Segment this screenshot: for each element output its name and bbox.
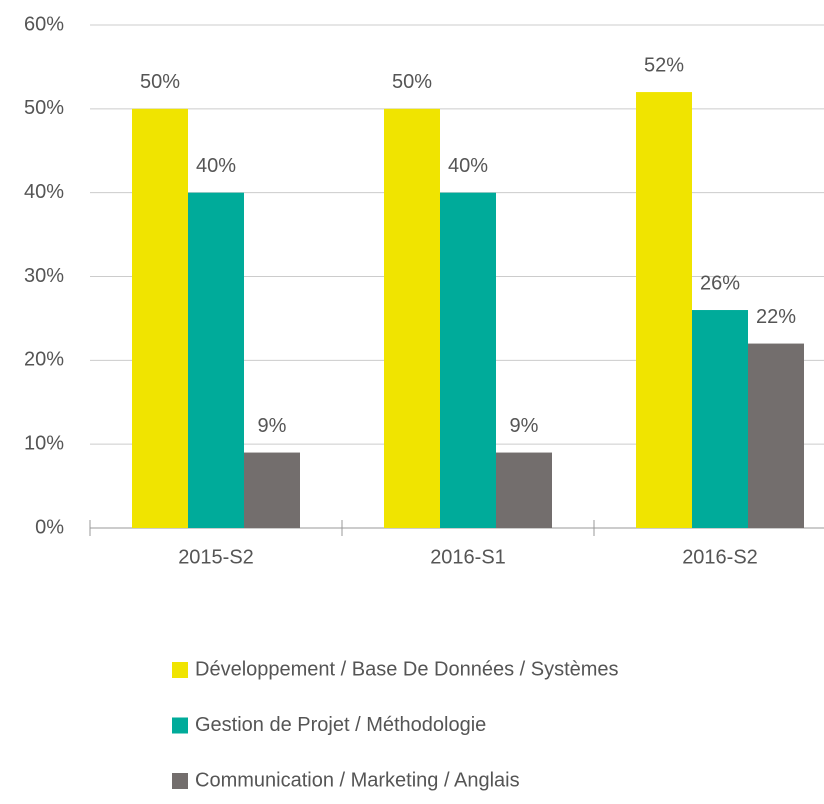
y-tick-label: 60% <box>24 13 64 35</box>
x-tick-label: 2015-S2 <box>178 546 254 568</box>
y-tick-label: 0% <box>35 516 64 538</box>
bar <box>692 310 748 528</box>
y-tick-label: 10% <box>24 432 64 454</box>
y-tick-label: 30% <box>24 265 64 287</box>
value-label: 26% <box>700 272 740 294</box>
legend-swatch <box>172 662 188 678</box>
y-tick-label: 40% <box>24 181 64 203</box>
value-label: 50% <box>140 71 180 93</box>
bar <box>636 92 692 529</box>
bar <box>188 192 244 528</box>
legend-swatch <box>172 773 188 789</box>
value-label: 52% <box>644 54 684 76</box>
bar <box>440 192 496 528</box>
value-label: 40% <box>196 155 236 177</box>
bar <box>244 452 300 528</box>
bar <box>132 108 188 528</box>
value-label: 40% <box>448 155 488 177</box>
y-tick-label: 50% <box>24 97 64 119</box>
value-label: 50% <box>392 71 432 93</box>
value-label: 9% <box>510 415 539 437</box>
x-tick-label: 2016-S2 <box>682 546 758 568</box>
bar <box>496 452 552 528</box>
value-label: 22% <box>756 306 796 328</box>
y-tick-label: 20% <box>24 349 64 371</box>
value-label: 9% <box>258 415 287 437</box>
legend-label: Communication / Marketing / Anglais <box>195 769 520 791</box>
legend-label: Développement / Base De Données / Systèm… <box>195 658 619 680</box>
bar <box>384 108 440 528</box>
bar <box>748 343 804 528</box>
legend-swatch <box>172 717 188 734</box>
x-tick-label: 2016-S1 <box>430 546 506 568</box>
legend-label: Gestion de Projet / Méthodologie <box>195 714 486 736</box>
